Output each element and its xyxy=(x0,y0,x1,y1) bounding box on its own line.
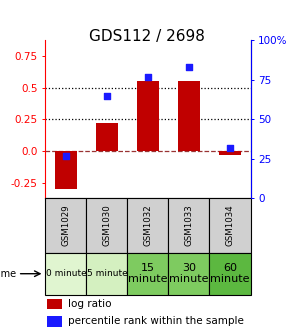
Bar xyxy=(47,299,62,309)
Text: 0 minute: 0 minute xyxy=(45,269,86,278)
Point xyxy=(146,74,150,79)
Text: GDS112 / 2698: GDS112 / 2698 xyxy=(88,29,205,44)
Text: GSM1034: GSM1034 xyxy=(226,205,234,246)
Bar xyxy=(178,81,200,151)
Bar xyxy=(54,151,77,189)
Bar xyxy=(127,253,168,295)
Bar xyxy=(96,123,118,151)
Bar xyxy=(209,253,251,295)
Point xyxy=(64,153,68,158)
Text: GSM1033: GSM1033 xyxy=(185,205,193,246)
Text: 5 minute: 5 minute xyxy=(86,269,127,278)
Bar xyxy=(209,198,251,253)
Bar xyxy=(168,253,209,295)
Text: GSM1030: GSM1030 xyxy=(103,205,111,246)
Bar xyxy=(45,253,86,295)
Text: percentile rank within the sample: percentile rank within the sample xyxy=(68,316,244,326)
Text: GSM1029: GSM1029 xyxy=(62,205,70,246)
Text: log ratio: log ratio xyxy=(68,299,111,309)
Text: time: time xyxy=(0,269,17,279)
Bar xyxy=(168,198,209,253)
Bar xyxy=(86,198,127,253)
Bar xyxy=(45,198,86,253)
Text: 30
minute: 30 minute xyxy=(169,263,209,284)
Bar xyxy=(137,81,159,151)
Bar xyxy=(127,198,168,253)
Bar xyxy=(219,151,241,155)
Point xyxy=(187,65,191,70)
Bar xyxy=(47,316,62,327)
Text: GSM1032: GSM1032 xyxy=(144,205,152,246)
Point xyxy=(105,93,109,98)
Bar xyxy=(86,253,127,295)
Text: 60
minute: 60 minute xyxy=(210,263,250,284)
Point xyxy=(228,145,232,151)
Text: 15
minute: 15 minute xyxy=(128,263,168,284)
